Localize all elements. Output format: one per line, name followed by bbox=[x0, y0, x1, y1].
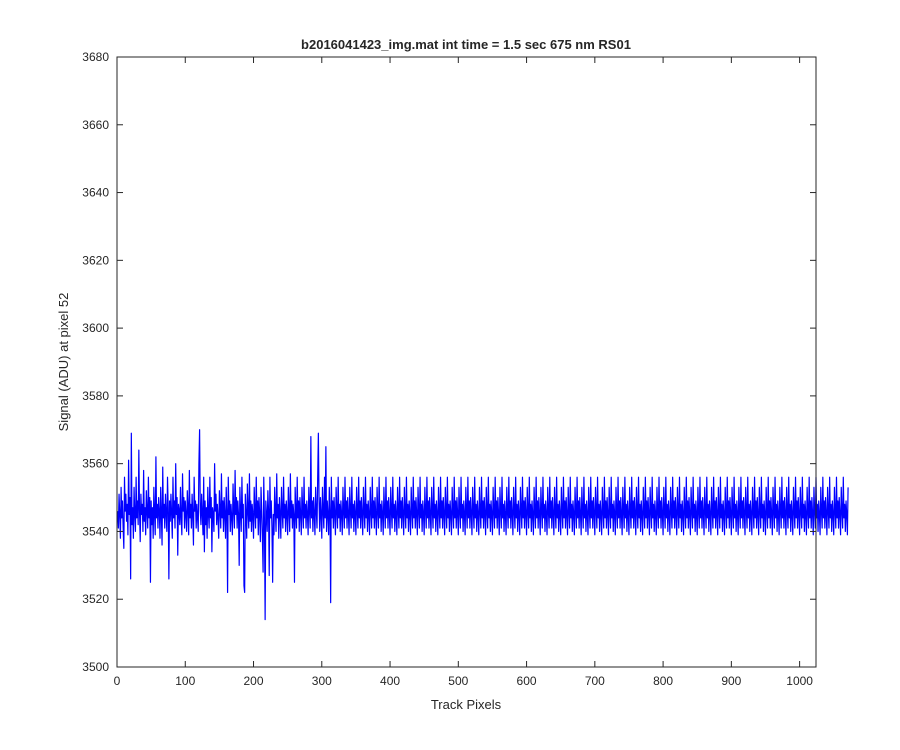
x-tick-label: 700 bbox=[585, 674, 605, 688]
y-axis-label: Signal (ADU) at pixel 52 bbox=[56, 293, 71, 432]
chart-title: b2016041423_img.mat int time = 1.5 sec 6… bbox=[301, 37, 631, 52]
x-tick-label: 200 bbox=[244, 674, 264, 688]
axes-box bbox=[116, 56, 817, 668]
x-tick-label: 300 bbox=[312, 674, 332, 688]
x-axis-label: Track Pixels bbox=[431, 697, 502, 712]
series-line bbox=[117, 429, 849, 621]
y-tick-label: 3680 bbox=[82, 50, 109, 64]
x-tick-label: 900 bbox=[721, 674, 741, 688]
x-tick-label: 500 bbox=[448, 674, 468, 688]
y-tick-label: 3540 bbox=[82, 524, 109, 538]
y-tick-label: 3520 bbox=[82, 592, 109, 606]
y-tick-label: 3600 bbox=[82, 321, 109, 335]
y-tick-label: 3580 bbox=[82, 389, 109, 403]
y-tick-label: 3640 bbox=[82, 186, 109, 200]
y-tick-label: 3560 bbox=[82, 457, 109, 471]
plot-area bbox=[117, 57, 816, 667]
x-tick-label: 600 bbox=[517, 674, 537, 688]
x-tick-label: 400 bbox=[380, 674, 400, 688]
y-tick-label: 3660 bbox=[82, 118, 109, 132]
x-tick-label: 0 bbox=[114, 674, 121, 688]
series-layer bbox=[117, 429, 849, 621]
tick-labels-layer: 0 100 200 300 400 500 600 700 800 900 1000 3500 3520… bbox=[82, 50, 813, 688]
x-tick-label: 800 bbox=[653, 674, 673, 688]
x-tick-label: 100 bbox=[175, 674, 195, 688]
y-tick-label: 3500 bbox=[82, 660, 109, 674]
y-tick-label: 3620 bbox=[82, 253, 109, 267]
x-tick-label: 1000 bbox=[786, 674, 813, 688]
